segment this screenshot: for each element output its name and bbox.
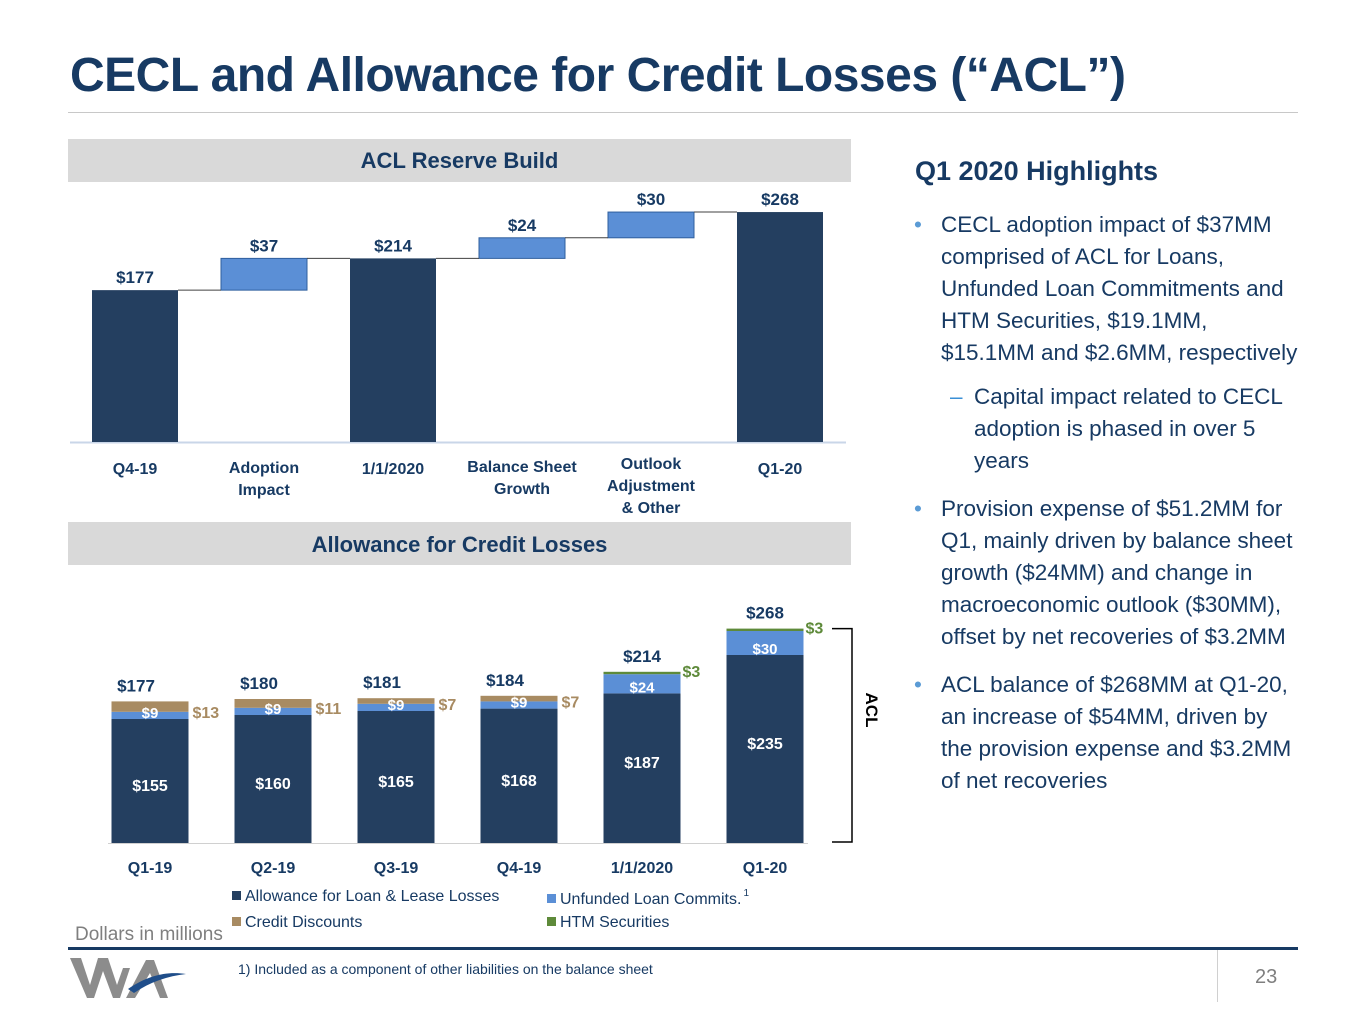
stacked-bar-segment: [357, 703, 435, 711]
waterfall-bar: [220, 257, 308, 291]
total-value-label: $214: [623, 647, 661, 666]
unfunded-value-label: $9: [511, 695, 528, 712]
waterfall-category-label: Outlook Adjustment & Other: [607, 456, 696, 517]
waterfall-value-label: $268: [761, 190, 799, 209]
htm-value-label: $3: [806, 621, 824, 638]
waterfall-value-label: $177: [116, 268, 154, 287]
waterfall-value-label: $214: [374, 236, 412, 255]
total-value-label: $268: [746, 604, 784, 623]
highlight-bullet: CECL adoption impact of $37MM comprised …: [912, 209, 1302, 369]
stacked-bar-segment: [480, 708, 558, 843]
stacked-bar-segment: [603, 671, 681, 675]
legend-label: Unfunded Loan Commits.: [560, 891, 742, 908]
company-logo: [70, 958, 186, 998]
stacked-bar-segment: [480, 701, 558, 709]
stacked-bar-segment: [111, 701, 189, 712]
footnote: 1) Included as a component of other liab…: [238, 961, 653, 977]
stacked-category-label: Q1-20: [743, 860, 788, 877]
stacked-bar-segment: [726, 628, 804, 631]
units-note: Dollars in millions: [75, 924, 223, 945]
stacked-bar-segment: [111, 711, 189, 719]
allll-value-label: $165: [378, 774, 414, 791]
stacked-bar-segment: [603, 674, 681, 694]
legend-label: Allowance for Loan & Lease Losses: [245, 888, 500, 905]
stacked-bar-segment: [726, 631, 804, 655]
footnote-marker: 1: [743, 888, 749, 899]
waterfall-value-label: $30: [637, 190, 665, 209]
page-number: 23: [1255, 966, 1278, 988]
unfunded-value-label: $30: [752, 641, 777, 658]
legend-swatch-blue: [547, 894, 556, 903]
waterfall-category-label: Balance Sheet Growth: [467, 459, 577, 498]
title-divider: [68, 112, 1298, 113]
allll-value-label: $187: [624, 755, 660, 772]
stacked-bar-segment: [357, 698, 435, 704]
allll-value-label: $155: [132, 778, 168, 795]
credit-discount-value-label: $7: [439, 697, 457, 714]
stacked-chart-title: Allowance for Credit Losses: [68, 522, 851, 565]
waterfall-category-label: Q1-20: [758, 461, 803, 478]
highlight-bullet: Provision expense of $51.2MM for Q1, mai…: [912, 493, 1302, 653]
allll-value-label: $235: [747, 736, 783, 753]
legend-swatch-navy: [232, 891, 241, 900]
total-value-label: $180: [240, 674, 278, 693]
acl-bracket-label: ACL: [862, 693, 881, 728]
stacked-category-label: Q1-19: [128, 860, 173, 877]
waterfall-bar: [478, 237, 566, 259]
unfunded-value-label: $9: [142, 705, 159, 722]
unfunded-value-label: $9: [388, 697, 405, 714]
stacked-bar-segment: [357, 711, 435, 843]
stacked-bar-segment: [480, 695, 558, 702]
legend-item-unfunded: Unfunded Loan Commits. 1: [547, 888, 749, 909]
stacked-bar-segment: [726, 655, 804, 843]
waterfall-bar: [92, 290, 178, 442]
highlight-sub-bullet: Capital impact related to CECL adoption …: [912, 381, 1302, 477]
highlights-title: Q1 2020 Highlights: [915, 156, 1159, 186]
acl-bracket: [832, 627, 853, 843]
legend-swatch-tan: [232, 917, 241, 926]
total-value-label: $184: [486, 671, 524, 690]
stacked-bar-segment: [111, 719, 189, 843]
legend-item-credit-discounts: Credit Discounts: [232, 914, 362, 932]
highlights-list: CECL adoption impact of $37MM comprised …: [912, 209, 1302, 813]
stacked-category-label: Q2-19: [251, 860, 296, 877]
waterfall-bar: [607, 211, 695, 239]
legend-item-allowance: Allowance for Loan & Lease Losses: [232, 888, 499, 906]
legend-label: HTM Securities: [560, 914, 670, 931]
stacked-category-label: Q4-19: [497, 860, 542, 877]
stacked-category-label: Q3-19: [374, 860, 419, 877]
highlight-bullet: ACL balance of $268MM at Q1-20, an incre…: [912, 669, 1302, 797]
waterfall-bar: [737, 212, 823, 442]
stacked-bar-segment: [234, 707, 312, 715]
waterfall-category-label: Q4-19: [113, 461, 158, 478]
legend-label: Credit Discounts: [245, 914, 363, 931]
waterfall-chart-title: ACL Reserve Build: [68, 139, 851, 182]
allll-value-label: $160: [255, 776, 291, 793]
total-value-label: $177: [117, 676, 155, 695]
unfunded-value-label: $9: [265, 701, 282, 718]
footer-divider: [68, 947, 1298, 950]
legend-swatch-green: [547, 917, 556, 926]
stacked-bar-segment: [603, 693, 681, 843]
waterfall-category-label: Adoption Impact: [229, 460, 299, 499]
allll-value-label: $168: [501, 773, 537, 790]
legend-item-htm: HTM Securities: [547, 914, 669, 932]
waterfall-value-label: $37: [250, 236, 278, 255]
credit-discount-value-label: $11: [316, 701, 342, 718]
credit-discount-value-label: $13: [193, 705, 220, 722]
waterfall-bar: [350, 258, 436, 442]
stacked-category-label: 1/1/2020: [611, 860, 673, 877]
page-number-divider: [1217, 950, 1218, 1002]
stacked-bar-segment: [234, 699, 312, 708]
waterfall-value-label: $24: [508, 216, 537, 235]
htm-value-label: $3: [683, 664, 701, 681]
unfunded-value-label: $24: [629, 679, 655, 696]
stacked-bar-segment: [234, 715, 312, 843]
total-value-label: $181: [363, 673, 401, 692]
page-title: CECL and Allowance for Credit Losses (“A…: [70, 49, 1126, 102]
credit-discount-value-label: $7: [562, 694, 580, 711]
waterfall-category-label: 1/1/2020: [362, 461, 424, 478]
